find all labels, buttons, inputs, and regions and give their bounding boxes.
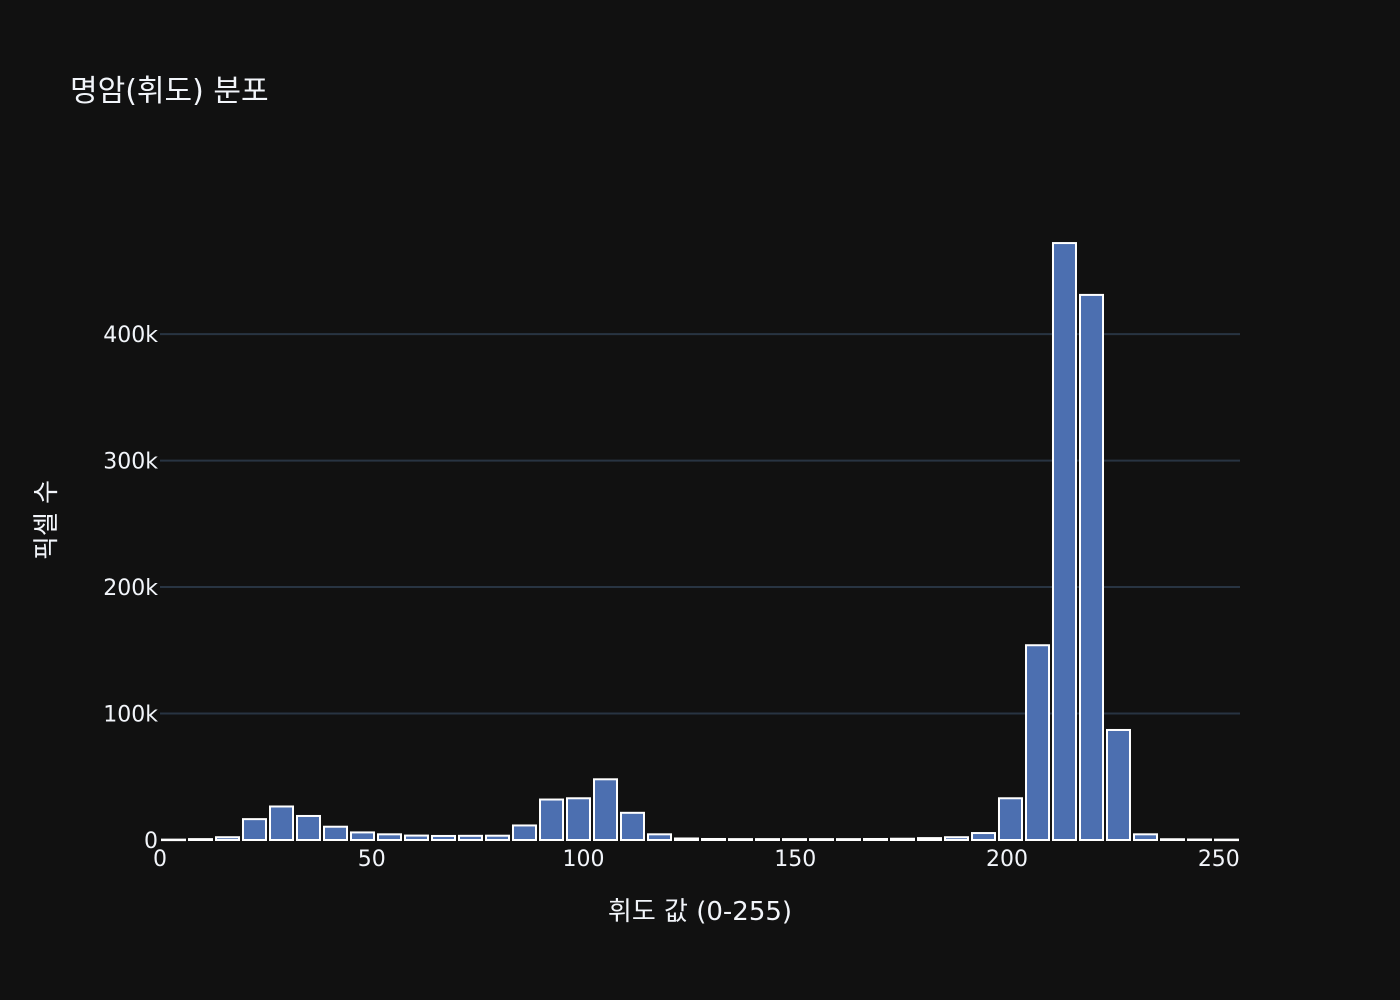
- histogram-bar: [295, 814, 321, 841]
- histogram-bar: [1105, 728, 1131, 841]
- histogram-bar: [1025, 644, 1051, 841]
- y-tick-label: 0: [144, 829, 158, 854]
- histogram-bar: [889, 837, 915, 841]
- histogram-bar: [809, 838, 835, 841]
- x-axis-label: 휘도 값 (0-255): [608, 897, 792, 927]
- axes-layer: 0 100k 200k 300k 400k 0 50 100 150 200 250: [103, 323, 1240, 872]
- y-tick-label: 400k: [103, 323, 158, 348]
- chart-title: 명암(휘도) 분포: [70, 74, 269, 109]
- histogram-bar: [673, 837, 699, 842]
- histogram-bar: [215, 836, 241, 842]
- histogram-bar: [1213, 838, 1239, 842]
- histogram-bar: [457, 834, 483, 842]
- histogram-bar: [619, 811, 645, 842]
- y-tick-label: 100k: [103, 703, 158, 728]
- histogram-bar: [943, 836, 969, 842]
- histogram-bar: [431, 834, 457, 842]
- histogram-bar: [997, 797, 1023, 842]
- histogram-bar: [1159, 838, 1185, 841]
- histogram-bar: [241, 818, 267, 841]
- x-tick-label: 150: [774, 847, 816, 872]
- histogram-bar: [1051, 242, 1077, 841]
- y-axis-label: 픽셀 수: [32, 480, 62, 560]
- x-tick-label: 100: [563, 847, 605, 872]
- histogram-bar: [187, 838, 213, 841]
- histogram-bar: [1133, 833, 1159, 842]
- histogram-bar: [511, 824, 537, 841]
- x-tick-label: 50: [358, 847, 386, 872]
- histogram-bar: [377, 833, 403, 842]
- histogram-bar: [917, 837, 943, 842]
- bars-layer: [161, 242, 1239, 842]
- x-tick-label: 0: [153, 847, 167, 872]
- x-tick-label: 200: [986, 847, 1028, 872]
- histogram-bar: [647, 833, 673, 842]
- histogram-bar: [701, 837, 727, 841]
- histogram-bar: [349, 831, 375, 841]
- histogram-bar: [755, 838, 781, 841]
- histogram-bar: [835, 838, 861, 841]
- histogram-bar: [1079, 293, 1105, 842]
- histogram-bar: [161, 838, 187, 842]
- histogram-bar: [1187, 838, 1213, 842]
- y-tick-label: 200k: [103, 576, 158, 601]
- y-tick-label: 300k: [103, 450, 158, 475]
- histogram-bar: [971, 832, 997, 842]
- histogram-bar: [323, 825, 349, 841]
- histogram-bar: [485, 834, 511, 842]
- histogram-bar: [727, 838, 753, 841]
- histogram-bar: [539, 798, 565, 842]
- histogram-bar: [403, 834, 429, 842]
- histogram-bar: [781, 838, 807, 841]
- histogram-bar: [565, 797, 591, 842]
- histogram-bar: [863, 837, 889, 841]
- histogram-bar: [269, 805, 295, 841]
- grid-layer: [160, 333, 1240, 715]
- x-tick-label: 250: [1198, 847, 1240, 872]
- histogram-bar: [593, 778, 619, 842]
